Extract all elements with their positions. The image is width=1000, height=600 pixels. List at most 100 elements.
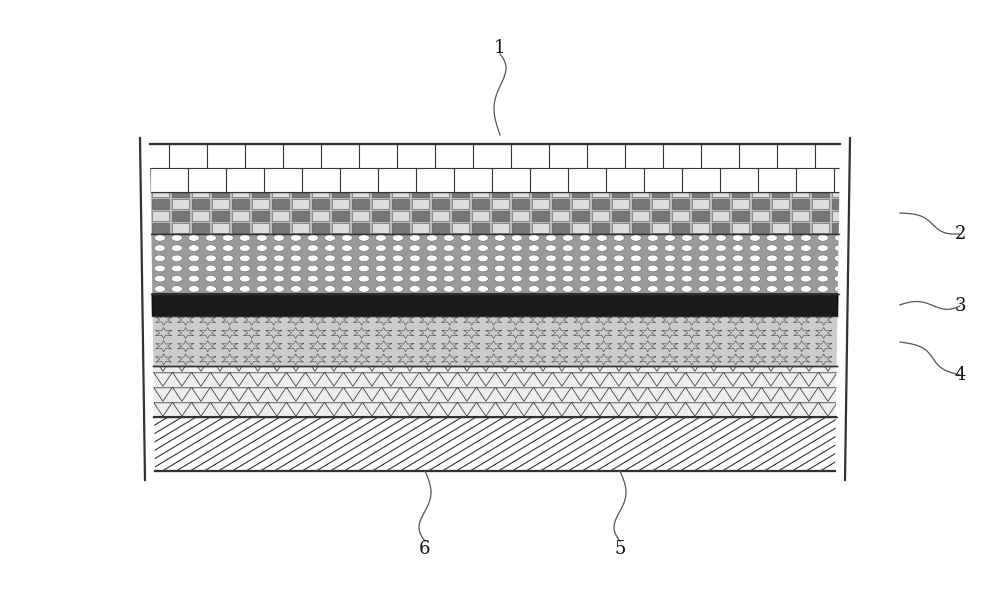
Circle shape bbox=[715, 265, 726, 272]
Circle shape bbox=[426, 286, 437, 292]
FancyBboxPatch shape bbox=[812, 187, 829, 197]
FancyBboxPatch shape bbox=[152, 187, 169, 197]
Circle shape bbox=[477, 255, 488, 262]
Circle shape bbox=[239, 235, 250, 241]
FancyBboxPatch shape bbox=[332, 199, 349, 209]
Circle shape bbox=[205, 275, 216, 282]
FancyBboxPatch shape bbox=[252, 187, 269, 197]
Circle shape bbox=[766, 235, 777, 241]
Circle shape bbox=[851, 255, 862, 262]
Circle shape bbox=[596, 286, 607, 292]
FancyBboxPatch shape bbox=[452, 211, 469, 221]
Circle shape bbox=[749, 275, 760, 282]
FancyBboxPatch shape bbox=[412, 187, 429, 197]
Circle shape bbox=[800, 235, 811, 241]
Circle shape bbox=[460, 265, 471, 272]
Circle shape bbox=[358, 265, 369, 272]
FancyBboxPatch shape bbox=[812, 223, 829, 233]
FancyBboxPatch shape bbox=[612, 223, 629, 233]
Circle shape bbox=[562, 265, 573, 272]
Circle shape bbox=[324, 235, 335, 241]
Circle shape bbox=[834, 286, 845, 292]
FancyBboxPatch shape bbox=[432, 211, 449, 221]
FancyBboxPatch shape bbox=[552, 199, 569, 209]
FancyBboxPatch shape bbox=[672, 199, 689, 209]
FancyBboxPatch shape bbox=[412, 199, 429, 209]
FancyBboxPatch shape bbox=[212, 187, 229, 197]
Circle shape bbox=[409, 286, 420, 292]
FancyBboxPatch shape bbox=[652, 199, 669, 209]
Circle shape bbox=[715, 255, 726, 262]
Circle shape bbox=[698, 235, 709, 241]
Circle shape bbox=[426, 265, 437, 272]
FancyBboxPatch shape bbox=[232, 187, 249, 197]
Circle shape bbox=[715, 245, 726, 251]
Circle shape bbox=[596, 255, 607, 262]
Circle shape bbox=[154, 265, 165, 272]
Circle shape bbox=[800, 245, 811, 251]
Circle shape bbox=[205, 286, 216, 292]
FancyBboxPatch shape bbox=[732, 211, 749, 221]
Circle shape bbox=[375, 245, 386, 251]
Circle shape bbox=[562, 235, 573, 241]
Circle shape bbox=[613, 245, 624, 251]
FancyBboxPatch shape bbox=[392, 223, 409, 233]
FancyBboxPatch shape bbox=[492, 223, 509, 233]
FancyBboxPatch shape bbox=[712, 211, 729, 221]
Circle shape bbox=[358, 245, 369, 251]
FancyBboxPatch shape bbox=[772, 199, 789, 209]
FancyBboxPatch shape bbox=[852, 199, 869, 209]
FancyBboxPatch shape bbox=[332, 211, 349, 221]
FancyBboxPatch shape bbox=[852, 223, 869, 233]
FancyBboxPatch shape bbox=[692, 187, 709, 197]
Circle shape bbox=[290, 235, 301, 241]
Circle shape bbox=[579, 275, 590, 282]
Circle shape bbox=[851, 245, 862, 251]
Circle shape bbox=[290, 265, 301, 272]
Circle shape bbox=[664, 286, 675, 292]
Circle shape bbox=[545, 245, 556, 251]
FancyBboxPatch shape bbox=[332, 223, 349, 233]
FancyBboxPatch shape bbox=[232, 199, 249, 209]
FancyBboxPatch shape bbox=[392, 211, 409, 221]
Circle shape bbox=[749, 255, 760, 262]
Circle shape bbox=[851, 265, 862, 272]
Circle shape bbox=[239, 265, 250, 272]
Circle shape bbox=[528, 286, 539, 292]
Text: 4: 4 bbox=[954, 366, 966, 384]
Circle shape bbox=[222, 245, 233, 251]
Circle shape bbox=[732, 235, 743, 241]
Circle shape bbox=[307, 245, 318, 251]
Circle shape bbox=[613, 235, 624, 241]
FancyBboxPatch shape bbox=[232, 223, 249, 233]
Circle shape bbox=[545, 235, 556, 241]
Polygon shape bbox=[152, 294, 838, 316]
Circle shape bbox=[698, 286, 709, 292]
Circle shape bbox=[324, 245, 335, 251]
Circle shape bbox=[511, 286, 522, 292]
Circle shape bbox=[273, 245, 284, 251]
Circle shape bbox=[579, 235, 590, 241]
Circle shape bbox=[579, 286, 590, 292]
Circle shape bbox=[137, 265, 148, 272]
FancyBboxPatch shape bbox=[152, 223, 169, 233]
FancyBboxPatch shape bbox=[492, 187, 509, 197]
FancyBboxPatch shape bbox=[532, 199, 549, 209]
FancyBboxPatch shape bbox=[372, 187, 389, 197]
Circle shape bbox=[698, 265, 709, 272]
Circle shape bbox=[749, 265, 760, 272]
Circle shape bbox=[681, 265, 692, 272]
FancyBboxPatch shape bbox=[352, 223, 369, 233]
FancyBboxPatch shape bbox=[592, 199, 609, 209]
Circle shape bbox=[137, 275, 148, 282]
Circle shape bbox=[460, 275, 471, 282]
FancyBboxPatch shape bbox=[492, 211, 509, 221]
Circle shape bbox=[681, 235, 692, 241]
FancyBboxPatch shape bbox=[832, 187, 849, 197]
FancyBboxPatch shape bbox=[252, 223, 269, 233]
Circle shape bbox=[681, 286, 692, 292]
Circle shape bbox=[834, 265, 845, 272]
Circle shape bbox=[851, 235, 862, 241]
Circle shape bbox=[800, 286, 811, 292]
Circle shape bbox=[426, 245, 437, 251]
